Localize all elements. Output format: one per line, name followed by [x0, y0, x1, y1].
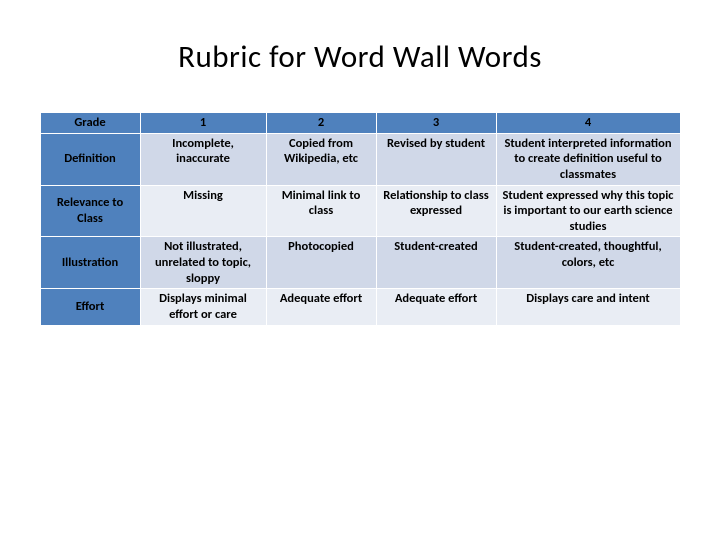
cell: Adequate effort [266, 289, 376, 325]
cell: Incomplete, inaccurate [140, 133, 266, 185]
cell: Student-created [376, 237, 496, 289]
table-row: Relevance to Class Missing Minimal link … [40, 185, 680, 237]
table-row: Effort Displays minimal effort or care A… [40, 289, 680, 325]
cell: Adequate effort [376, 289, 496, 325]
row-label-relevance: Relevance to Class [40, 185, 140, 237]
col-header-1: 1 [140, 113, 266, 134]
col-header-3: 3 [376, 113, 496, 134]
cell: Student interpreted information to creat… [496, 133, 680, 185]
row-label-illustration: Illustration [40, 237, 140, 289]
page-title: Rubric for Word Wall Words [0, 0, 720, 112]
cell: Not illustrated, unrelated to topic, slo… [140, 237, 266, 289]
col-header-grade: Grade [40, 113, 140, 134]
col-header-4: 4 [496, 113, 680, 134]
row-label-effort: Effort [40, 289, 140, 325]
col-header-2: 2 [266, 113, 376, 134]
cell: Missing [140, 185, 266, 237]
table-row: Definition Incomplete, inaccurate Copied… [40, 133, 680, 185]
table-row: Illustration Not illustrated, unrelated … [40, 237, 680, 289]
cell: Student-created, thoughtful, colors, etc [496, 237, 680, 289]
cell: Minimal link to class [266, 185, 376, 237]
cell: Copied from Wikipedia, etc [266, 133, 376, 185]
cell: Displays minimal effort or care [140, 289, 266, 325]
table-header-row: Grade 1 2 3 4 [40, 113, 680, 134]
cell: Student expressed why this topic is impo… [496, 185, 680, 237]
row-label-definition: Definition [40, 133, 140, 185]
cell: Displays care and intent [496, 289, 680, 325]
rubric-table: Grade 1 2 3 4 Definition Incomplete, ina… [40, 112, 681, 326]
cell: Revised by student [376, 133, 496, 185]
cell: Relationship to class expressed [376, 185, 496, 237]
cell: Photocopied [266, 237, 376, 289]
